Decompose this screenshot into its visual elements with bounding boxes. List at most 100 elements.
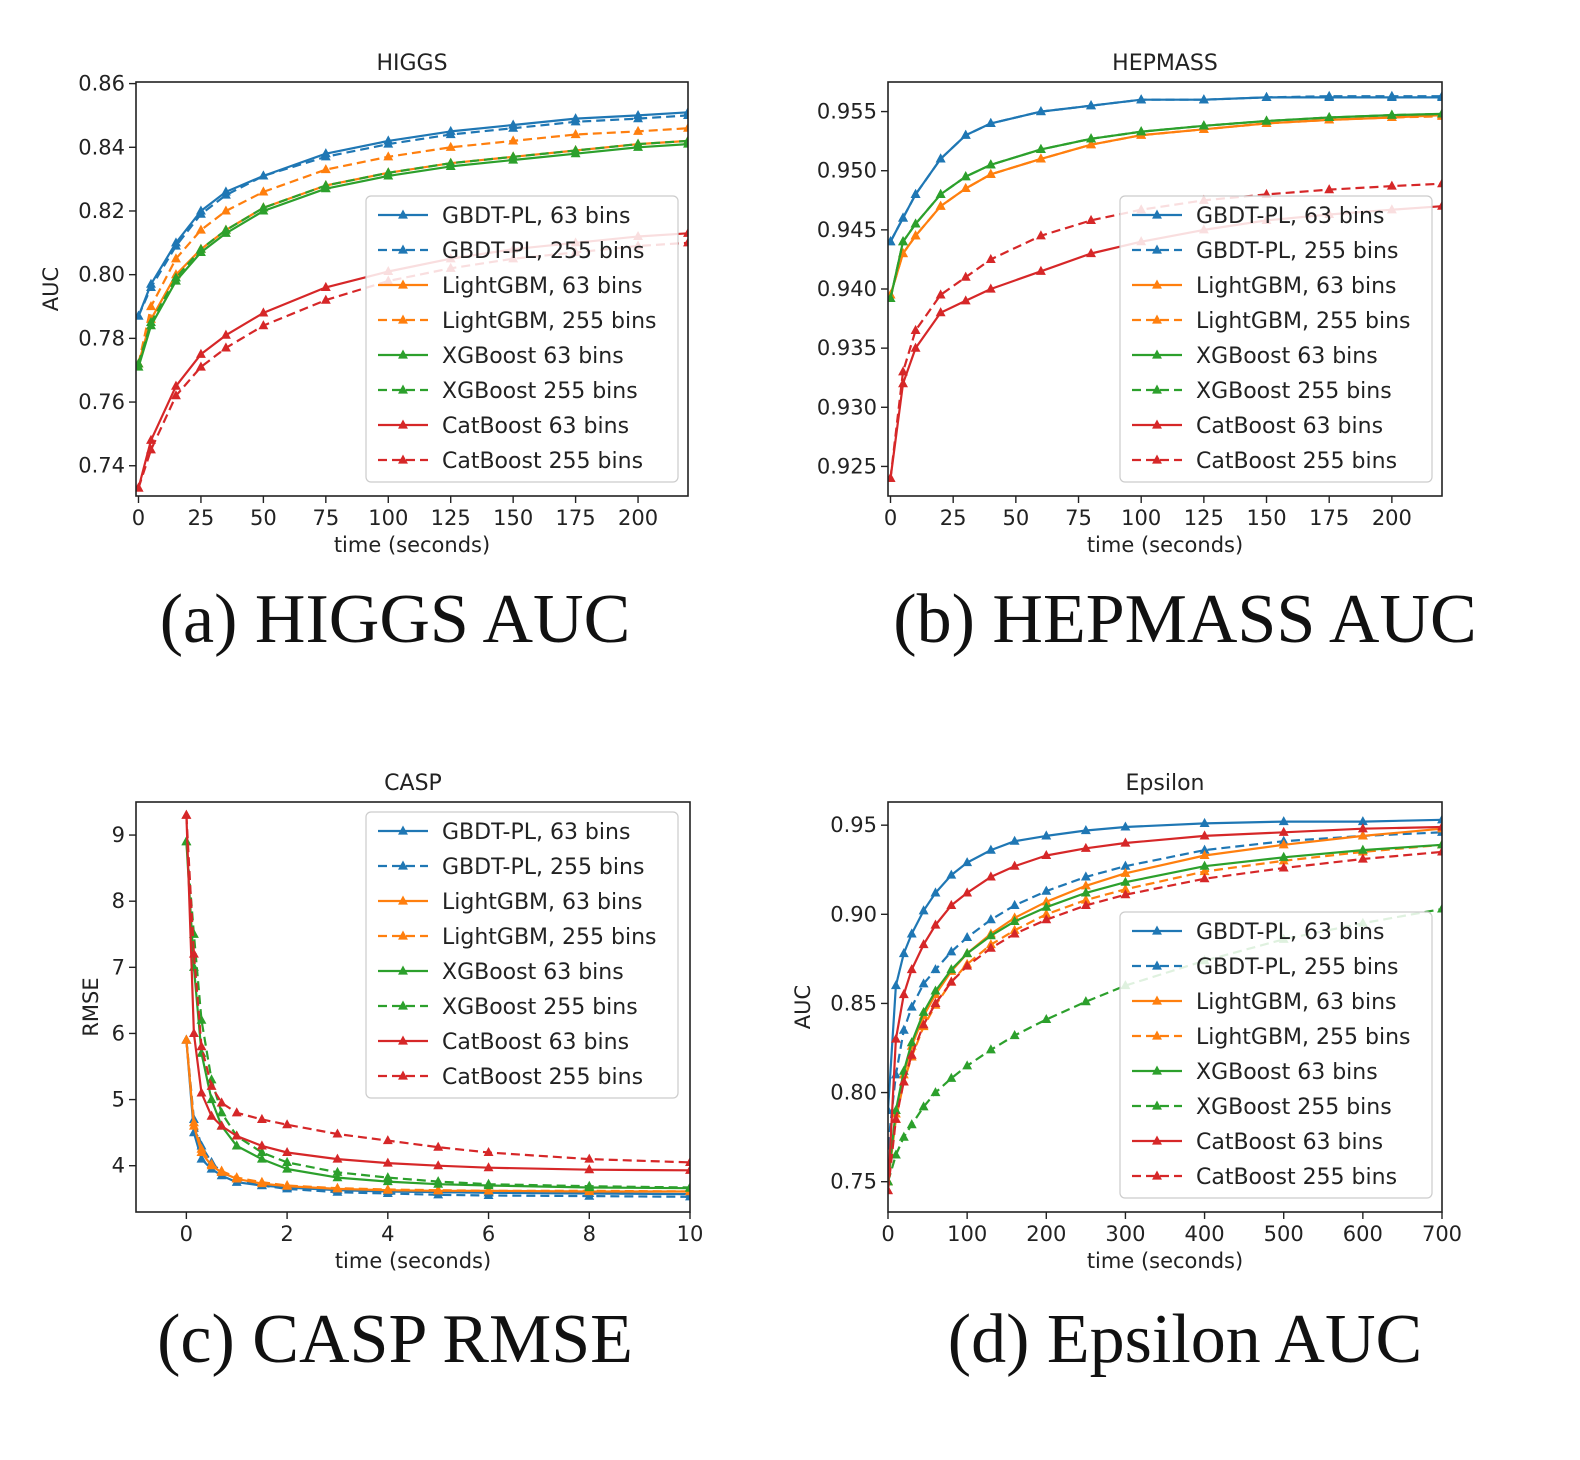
hepmass-point-xgboost-255-bins	[1086, 133, 1096, 143]
hepmass-point-gbdt-pl-255-bins	[1324, 90, 1335, 100]
higgs-point-gbdt-pl-255-bins	[258, 170, 269, 180]
casp-legend-marker-lightgbm-255-bins	[398, 930, 408, 940]
higgs-legend-label-gbdt-pl-63-bins: GBDT-PL, 63 bins	[442, 204, 630, 229]
higgs-point-xgboost-255-bins	[146, 316, 156, 327]
casp-point-catboost-63-bins	[196, 1087, 207, 1097]
epsilon-ytick-label: 0.75	[830, 1170, 877, 1194]
chart-epsilon-auc: Epsilon 0 100 200 300 400 500 600 700 0.75 0.80 0.8…	[791, 771, 1462, 1273]
casp-point-catboost-255-bins	[231, 1107, 242, 1117]
higgs-point-lightgbm-255-bins	[258, 186, 269, 196]
higgs-ytick-label: 0.84	[78, 135, 125, 159]
casp-point-catboost-255-bins	[181, 809, 192, 819]
caption-epsilon: (d) Epsilon AUC	[947, 1301, 1423, 1378]
casp-legend-label-catboost-255-bins: CatBoost 255 bins	[442, 1065, 643, 1090]
higgs-xtick-label: 150	[493, 506, 533, 530]
epsilon-point-gbdt-pl-63-bins	[898, 948, 909, 958]
epsilon-point-gbdt-pl-255-bins	[1009, 899, 1020, 909]
higgs-ylabel: AUC	[39, 267, 63, 311]
higgs-point-catboost-255-bins	[258, 320, 269, 330]
casp-legend-marker-gbdt-pl-255-bins	[398, 860, 408, 870]
higgs-point-catboost-63-bins	[146, 434, 156, 444]
epsilon-legend-box	[1119, 911, 1433, 1199]
epsilon-legend-label-lightgbm-63-bins: LightGBM, 63 bins	[1196, 990, 1396, 1015]
epsilon-point-xgboost-255-bins	[930, 1087, 941, 1097]
hepmass-xtick-label: 25	[940, 506, 967, 530]
higgs-point-gbdt-pl-255-bins	[633, 113, 643, 123]
casp-title: CASP	[384, 771, 442, 796]
epsilon-point-xgboost-63-bins	[906, 1037, 917, 1047]
hepmass-point-gbdt-pl-255-bins	[1261, 91, 1272, 101]
casp-ytick-label: 6	[112, 1021, 125, 1045]
hepmass-point-xgboost-255-bins	[1035, 143, 1046, 153]
higgs-point-catboost-63-bins	[683, 227, 688, 237]
hepmass-legend-label-xgboost-63-bins: XGBoost 63 bins	[1196, 344, 1378, 369]
higgs-legend-marker-catboost-63-bins	[398, 419, 408, 429]
epsilon-point-catboost-255-bins	[946, 976, 957, 986]
epsilon-point-xgboost-63-bins	[985, 930, 996, 940]
hepmass-point-catboost-63-bins	[910, 342, 921, 352]
casp-xtick-label: 10	[677, 1222, 704, 1246]
epsilon-point-lightgbm-63-bins	[1120, 867, 1131, 877]
casp-point-lightgbm-255-bins	[332, 1182, 343, 1192]
hepmass-ytick-label: 0.950	[817, 159, 877, 183]
hepmass-point-catboost-255-bins	[1386, 180, 1397, 190]
epsilon-point-lightgbm-63-bins	[1199, 849, 1210, 860]
casp-line-catboost-63-bins	[185, 815, 690, 1172]
casp-point-lightgbm-255-bins	[433, 1184, 444, 1194]
epsilon-point-xgboost-63-bins	[1120, 876, 1131, 886]
casp-legend-marker-lightgbm-63-bins	[398, 895, 408, 905]
epsilon-point-xgboost-255-bins	[1041, 1013, 1052, 1024]
epsilon-xtick-label: 700	[1422, 1222, 1462, 1246]
hepmass-legend-marker-xgboost-255-bins	[1152, 384, 1162, 394]
casp-point-xgboost-255-bins	[433, 1176, 444, 1186]
epsilon-point-gbdt-pl-63-bins	[985, 844, 996, 854]
epsilon-point-lightgbm-63-bins	[1080, 880, 1091, 890]
higgs-point-gbdt-pl-255-bins	[570, 116, 581, 126]
epsilon-point-catboost-63-bins	[1041, 849, 1052, 860]
epsilon-point-catboost-63-bins	[1357, 823, 1368, 833]
epsilon-point-catboost-255-bins	[962, 960, 973, 970]
casp-point-xgboost-63-bins	[231, 1140, 242, 1150]
epsilon-point-catboost-255-bins	[1357, 853, 1368, 863]
casp-point-catboost-63-bins	[188, 1027, 199, 1038]
hepmass-xtick-label: 0	[884, 506, 897, 530]
higgs-point-gbdt-pl-255-bins	[445, 129, 456, 139]
higgs-point-lightgbm-255-bins	[508, 135, 519, 145]
epsilon-legend-marker-gbdt-pl-255-bins	[1152, 960, 1162, 970]
epsilon-point-catboost-63-bins	[906, 964, 917, 974]
casp-point-xgboost-63-bins	[332, 1172, 343, 1182]
higgs-xtick-label: 50	[250, 506, 277, 530]
higgs-xtick-label: 175	[556, 506, 596, 530]
epsilon-point-xgboost-255-bins	[962, 1060, 973, 1070]
epsilon-point-catboost-255-bins	[1199, 873, 1210, 883]
epsilon-point-gbdt-pl-63-bins	[962, 857, 973, 867]
higgs-point-catboost-255-bins	[220, 342, 231, 352]
epsilon-plot-area	[888, 814, 1442, 1195]
casp-point-lightgbm-255-bins	[216, 1165, 227, 1175]
hepmass-point-gbdt-pl-255-bins	[1198, 94, 1209, 104]
hepmass-xtick-label: 200	[1372, 506, 1412, 530]
casp-point-catboost-63-bins	[216, 1120, 227, 1130]
hepmass-point-xgboost-255-bins	[898, 236, 908, 246]
higgs-point-xgboost-255-bins	[220, 224, 231, 234]
hepmass-legend-label-gbdt-pl-255-bins: GBDT-PL, 255 bins	[1196, 239, 1398, 264]
higgs-point-catboost-255-bins	[683, 237, 688, 247]
epsilon-point-xgboost-63-bins	[1080, 887, 1091, 897]
casp-legend-label-xgboost-255-bins: XGBoost 255 bins	[442, 995, 638, 1020]
higgs-point-xgboost-255-bins	[683, 135, 688, 145]
higgs-axes-frame	[135, 81, 689, 497]
epsilon-point-xgboost-63-bins	[890, 1104, 901, 1114]
epsilon-point-catboost-255-bins	[930, 997, 941, 1008]
hepmass-ytick-label: 0.945	[817, 218, 877, 242]
higgs-point-lightgbm-255-bins	[220, 205, 231, 215]
hepmass-legend-box	[1119, 195, 1433, 483]
casp-point-xgboost-255-bins	[196, 1014, 207, 1024]
epsilon-point-gbdt-pl-63-bins	[946, 869, 957, 879]
epsilon-legend-marker-xgboost-255-bins	[1152, 1100, 1162, 1110]
higgs-point-gbdt-pl-255-bins	[683, 109, 688, 120]
casp-point-catboost-255-bins	[433, 1141, 444, 1151]
casp-point-lightgbm-255-bins	[206, 1158, 217, 1168]
hepmass-point-catboost-63-bins	[1086, 248, 1096, 258]
epsilon-ytick-label: 0.90	[830, 902, 877, 926]
epsilon-point-catboost-255-bins	[898, 1076, 909, 1086]
